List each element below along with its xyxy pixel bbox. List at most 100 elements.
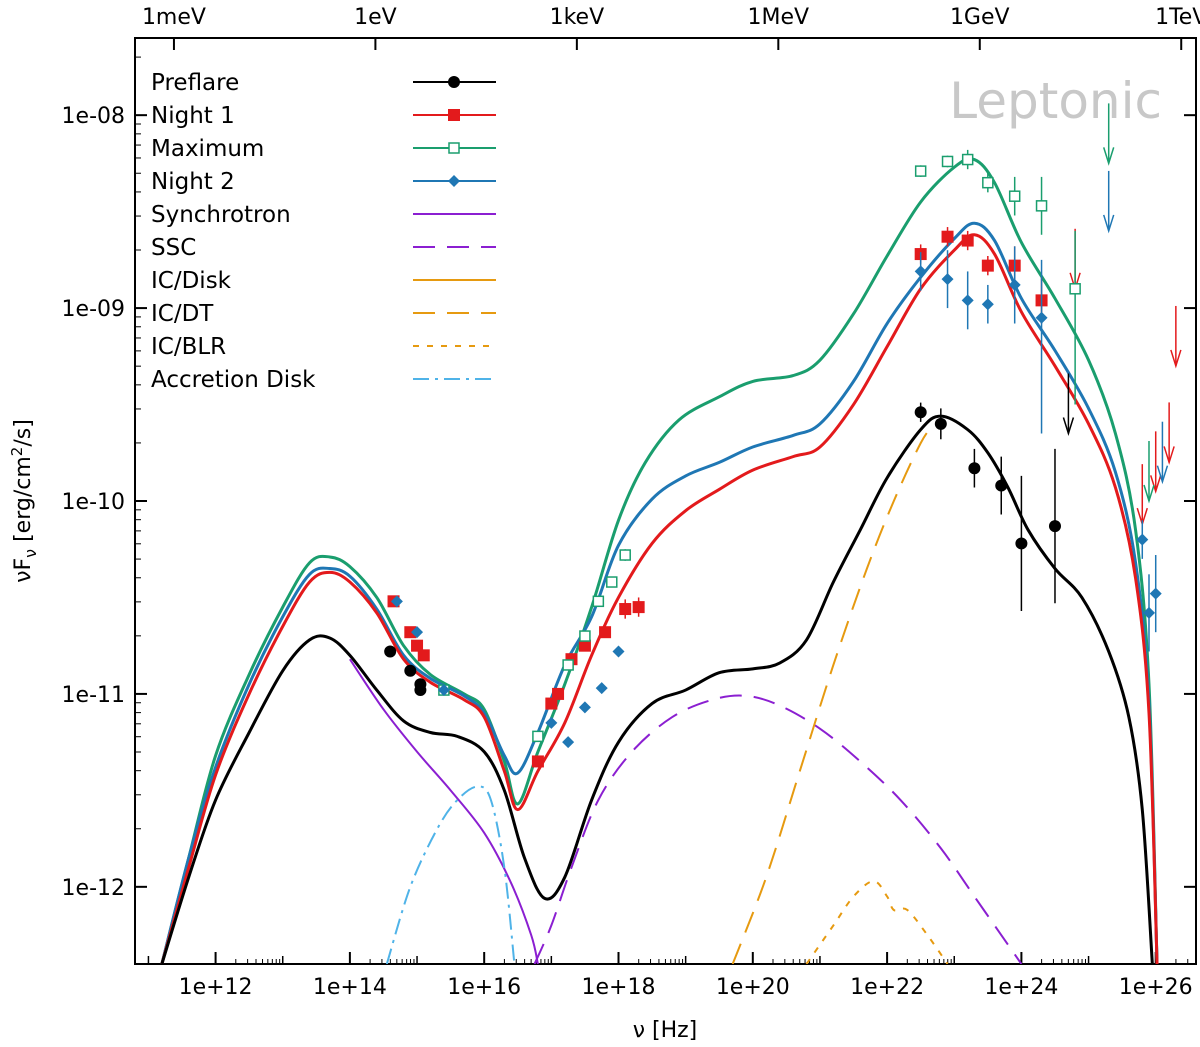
data-point	[934, 417, 947, 430]
data-point	[1008, 190, 1021, 202]
data-point	[595, 682, 608, 695]
data-point	[404, 626, 417, 639]
upper-limit-head	[1149, 475, 1162, 494]
data-point	[562, 659, 574, 671]
legend-label: IC/BLR	[151, 334, 226, 360]
upper-limit-head	[1102, 147, 1115, 166]
data-point	[1142, 606, 1155, 619]
model-curve-ssc	[533, 694, 1023, 964]
legend-label: Preflare	[151, 70, 239, 96]
legend-label: IC/DT	[151, 301, 214, 327]
data-point	[599, 626, 612, 639]
data-point	[619, 549, 631, 561]
data-point	[914, 406, 927, 419]
data-point	[1069, 283, 1081, 295]
data-point	[612, 645, 625, 658]
legend-label: Night 2	[151, 169, 235, 195]
data-point	[411, 639, 424, 652]
top-tick-label: 1meV	[142, 5, 206, 30]
data-point	[532, 730, 544, 743]
legend-marker	[448, 175, 460, 187]
legend-marker	[448, 142, 460, 154]
data-point	[1048, 520, 1061, 533]
data-point	[592, 595, 605, 608]
data-point	[981, 259, 994, 272]
data-point	[417, 649, 430, 662]
model-curve-preflare-model	[160, 414, 1154, 964]
data-point	[404, 664, 417, 677]
x-tick-label: 1e+22	[850, 975, 924, 1000]
legend-label: SSC	[151, 235, 196, 261]
data-point	[981, 298, 994, 311]
data-point	[632, 601, 645, 614]
watermark-label: Leptonic	[949, 72, 1162, 130]
data-point	[1008, 278, 1021, 291]
model-curve-night-1-model	[160, 233, 1159, 964]
data-point	[390, 595, 403, 608]
upper-limit-head	[1163, 446, 1175, 465]
legend-marker	[448, 109, 460, 121]
x-axis-label: ν [Hz]	[633, 1018, 698, 1043]
data-point	[545, 716, 558, 729]
data-point	[562, 736, 575, 749]
x-tick-label: 1e+12	[179, 975, 253, 1000]
top-tick-label: 1GeV	[950, 5, 1010, 30]
data-point	[1149, 587, 1162, 600]
y-axis-label: νFν [erg/cm2/s]	[8, 419, 40, 583]
legend-marker	[448, 76, 460, 88]
data-point	[1136, 533, 1149, 546]
data-point	[1015, 537, 1028, 550]
data-point	[914, 165, 927, 177]
model-curve-accretion-disk	[385, 785, 516, 964]
legend-label: Accretion Disk	[151, 367, 316, 393]
x-tick-label: 1e+18	[582, 975, 656, 1000]
upper-limit-head	[1170, 349, 1182, 369]
data-point	[995, 479, 1008, 492]
y-tick-label: 1e-11	[62, 683, 125, 708]
legend: Preflare Night 1 Maximum Night 2 Synchrotron…	[151, 70, 496, 393]
data-point	[579, 630, 591, 642]
data-point	[552, 687, 565, 700]
legend-label: Synchrotron	[151, 202, 291, 228]
data-point	[941, 230, 954, 243]
data-point	[437, 684, 450, 697]
data-point	[606, 576, 618, 588]
top-tick-label: 1eV	[354, 5, 397, 30]
upper-limit-head	[1102, 214, 1115, 234]
data-point	[1035, 200, 1048, 212]
y-tick-label: 1e-12	[62, 876, 125, 901]
x-tick-label: 1e+24	[984, 975, 1058, 1000]
top-tick-label: 1MeV	[748, 5, 810, 30]
top-tick-label: 1TeV	[1155, 5, 1200, 30]
model-curve-night-2-model	[160, 221, 1159, 964]
data-point	[941, 155, 954, 168]
data-point	[961, 294, 974, 307]
data-point	[619, 603, 632, 616]
data-point	[531, 755, 544, 768]
data-point	[384, 645, 397, 658]
y-tick-label: 1e-08	[62, 104, 125, 129]
model-curve-synchrotron	[349, 658, 539, 964]
plot-frame	[134, 37, 1197, 965]
data-point	[578, 639, 591, 652]
x-tick-label: 1e+20	[716, 975, 790, 1000]
data-point	[941, 273, 954, 286]
model-curves	[160, 157, 1159, 964]
data-point	[411, 626, 424, 639]
legend-label: Maximum	[151, 136, 264, 162]
legend-label: IC/Disk	[151, 268, 232, 294]
data-point	[414, 678, 427, 691]
data-point	[1035, 311, 1048, 324]
data-point	[968, 462, 981, 475]
axis-ticks: 1e+12 1e+14 1e+16 1e+18 1e+20 1e+22 1e+24 1e+26…	[62, 5, 1200, 1000]
upper-limit-head	[1156, 465, 1169, 485]
data-point	[961, 153, 974, 166]
x-tick-label: 1e+14	[313, 975, 387, 1000]
y-tick-label: 1e-10	[62, 490, 125, 515]
model-curve-ic-blr	[805, 880, 949, 964]
model-curve-ic-dt	[731, 423, 935, 964]
upper-limit-head	[1143, 484, 1155, 504]
x-tick-label: 1e+26	[1119, 975, 1193, 1000]
y-tick-label: 1e-09	[62, 297, 125, 322]
